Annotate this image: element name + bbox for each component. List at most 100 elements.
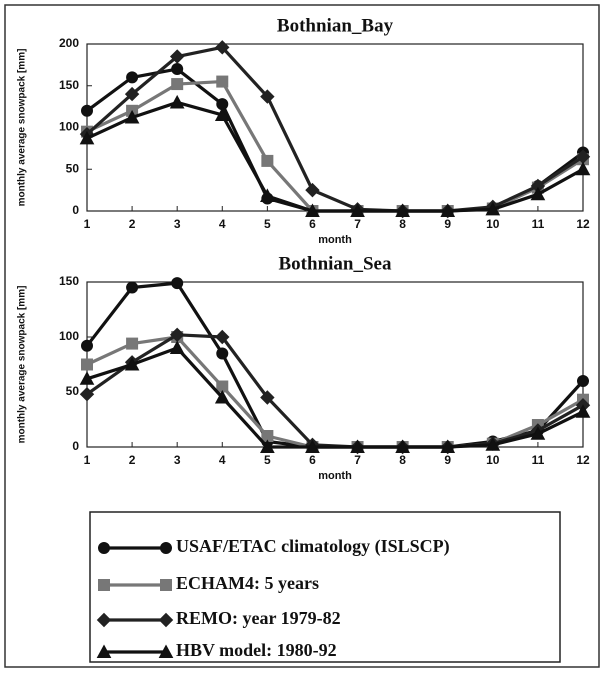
- marker: [169, 49, 185, 64]
- marker: [171, 277, 184, 290]
- x-tick-label: 2: [129, 217, 136, 231]
- marker: [485, 201, 501, 216]
- marker: [440, 203, 456, 217]
- marker: [98, 542, 110, 554]
- x-tick-label: 11: [532, 217, 545, 231]
- marker: [81, 339, 93, 352]
- x-tick-label: 10: [486, 453, 500, 467]
- marker: [216, 347, 229, 360]
- marker: [171, 78, 184, 91]
- x-tick-label: 9: [444, 453, 451, 467]
- marker: [350, 439, 365, 453]
- legend-label: USAF/ETAC climatology (ISLSCP): [176, 536, 450, 557]
- marker: [260, 188, 275, 202]
- x-tick-label: 8: [399, 217, 406, 231]
- marker: [158, 644, 174, 658]
- x-tick-label: 5: [264, 217, 271, 231]
- marker: [215, 329, 230, 345]
- x-tick-label: 7: [354, 217, 361, 231]
- marker: [124, 356, 140, 371]
- marker: [261, 154, 274, 167]
- x-axis-label: month: [318, 234, 352, 246]
- marker: [124, 109, 140, 124]
- x-tick-label: 2: [129, 453, 136, 467]
- marker: [485, 437, 501, 451]
- marker: [214, 389, 230, 404]
- marker: [171, 63, 184, 76]
- series-line: [86, 67, 584, 213]
- marker: [96, 612, 112, 628]
- y-axis-label: monthly average snowpack [mm]: [17, 49, 28, 207]
- marker: [81, 358, 93, 371]
- x-tick-label: 10: [486, 217, 500, 231]
- marker: [216, 75, 229, 88]
- marker: [79, 371, 95, 385]
- legend-label: REMO: year 1979-82: [176, 608, 341, 628]
- marker: [530, 426, 546, 440]
- x-tick-label: 6: [309, 453, 316, 467]
- series-line: [85, 45, 584, 213]
- marker: [260, 390, 275, 405]
- plot-area: [86, 281, 584, 448]
- x-tick-label: 8: [399, 453, 406, 467]
- x-tick-label: 6: [309, 217, 316, 231]
- marker: [260, 439, 275, 453]
- y-tick-label: 150: [59, 78, 79, 92]
- series-line: [85, 281, 585, 449]
- series-line: [86, 333, 584, 449]
- marker: [575, 404, 591, 418]
- x-tick-label: 7: [354, 453, 361, 467]
- marker: [395, 439, 410, 453]
- marker: [124, 86, 140, 102]
- x-tick-label: 4: [219, 217, 226, 231]
- marker: [160, 579, 172, 591]
- y-tick-label: 100: [59, 120, 79, 134]
- marker: [126, 337, 139, 350]
- marker: [169, 94, 185, 109]
- x-tick-label: 4: [219, 453, 226, 467]
- marker: [214, 107, 230, 121]
- x-tick-label: 3: [174, 217, 181, 231]
- marker: [215, 40, 230, 55]
- marker: [260, 89, 275, 104]
- marker: [305, 182, 320, 198]
- marker: [98, 579, 110, 591]
- marker: [577, 375, 589, 387]
- frame: [4, 4, 600, 668]
- x-tick-label: 11: [532, 453, 545, 467]
- marker: [395, 203, 410, 217]
- marker: [81, 104, 93, 117]
- x-tick-label: 1: [84, 453, 91, 467]
- y-axis-label: monthly average snowpack [mm]: [17, 286, 28, 444]
- marker: [126, 71, 139, 84]
- x-tick-label: 1: [84, 217, 91, 231]
- marker: [530, 186, 546, 201]
- marker: [160, 542, 172, 554]
- y-tick-label: 50: [66, 384, 80, 398]
- marker: [126, 281, 139, 294]
- marker: [96, 644, 112, 658]
- y-tick-label: 0: [72, 439, 79, 453]
- marker: [305, 203, 320, 217]
- marker: [575, 161, 591, 176]
- x-tick-label: 3: [174, 453, 181, 467]
- marker: [158, 612, 174, 628]
- series-line: [86, 79, 584, 213]
- series-line: [86, 100, 584, 213]
- y-tick-label: 100: [59, 329, 79, 343]
- marker: [350, 203, 365, 217]
- legend-label: ECHAM4: 5 years: [176, 573, 319, 593]
- chart-title: Bothnian_Bay: [277, 15, 394, 36]
- y-tick-label: 150: [59, 274, 79, 288]
- y-tick-label: 50: [66, 161, 80, 175]
- x-axis-label: month: [318, 470, 352, 482]
- marker: [79, 130, 95, 145]
- marker: [305, 439, 320, 453]
- marker: [169, 340, 185, 354]
- y-tick-label: 200: [59, 36, 79, 50]
- series-line: [86, 346, 584, 449]
- marker: [440, 439, 456, 453]
- y-tick-label: 0: [72, 203, 79, 217]
- x-tick-label: 9: [444, 217, 451, 231]
